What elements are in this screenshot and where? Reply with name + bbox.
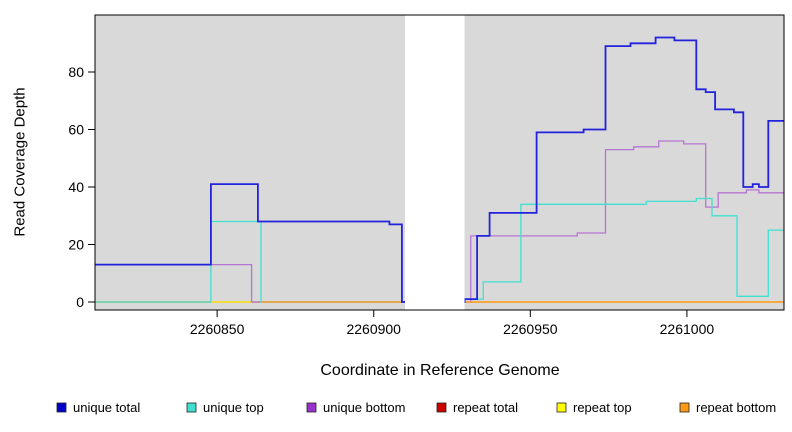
legend-label-repeat-total: repeat total [453, 400, 518, 415]
series-line-unique-top [95, 197, 784, 303]
y-tick-label: 20 [68, 237, 84, 253]
y-tick-label: 80 [68, 64, 84, 80]
legend-label-repeat-bottom: repeat bottom [696, 400, 776, 415]
plot-frame [94, 14, 785, 311]
y-axis-title: Read Coverage Depth [11, 87, 29, 237]
legend-swatch-unique-bottom [306, 402, 317, 413]
legend-swatch-repeat-top [556, 402, 567, 413]
legend-swatch-repeat-total [436, 402, 447, 413]
x-tick-label: 2261000 [660, 321, 715, 337]
series-line-unique-bottom [95, 140, 784, 303]
y-tick-label: 40 [68, 179, 84, 195]
x-axis-title: Coordinate in Reference Genome [320, 362, 560, 379]
y-tick-label: 60 [68, 122, 84, 138]
x-tick-label: 2260850 [190, 321, 245, 337]
legend-swatch-unique-top [186, 402, 197, 413]
legend-swatch-repeat-bottom [679, 402, 690, 413]
x-tick-label: 2260950 [503, 321, 558, 337]
x-tick-label: 2260900 [346, 321, 401, 337]
legend-swatch-unique-total [56, 402, 67, 413]
legend-label-unique-total: unique total [73, 400, 140, 415]
legend-label-unique-top: unique top [203, 400, 264, 415]
series-line-unique-total [95, 36, 784, 303]
y-tick-label: 0 [76, 294, 84, 310]
legend-label-repeat-top: repeat top [573, 400, 632, 415]
legend-label-unique-bottom: unique bottom [323, 400, 405, 415]
no-data-gap [405, 15, 465, 310]
